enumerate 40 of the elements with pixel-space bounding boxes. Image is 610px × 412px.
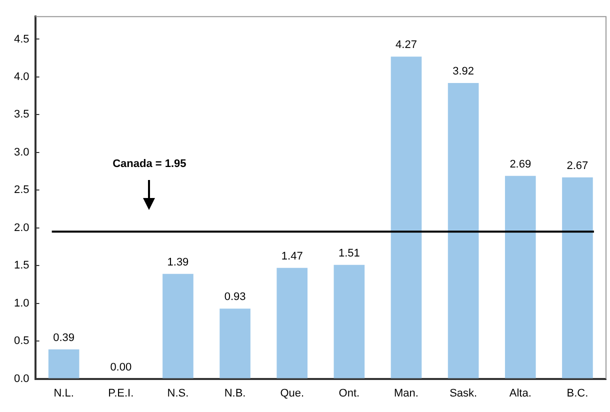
y-tick-label: 0.0 xyxy=(14,372,30,385)
y-tick-label: 2.5 xyxy=(14,184,30,196)
x-tick-label: Que. xyxy=(280,387,304,400)
y-tick-label: 4.0 xyxy=(14,71,30,83)
y-tick-label: 0.5 xyxy=(14,335,30,348)
data-label: 4.27 xyxy=(396,39,417,52)
x-tick-label: N.S. xyxy=(167,387,189,400)
data-label: 1.47 xyxy=(281,250,303,262)
x-tick-label: Alta. xyxy=(509,387,532,400)
bar xyxy=(504,176,536,378)
data-label: 2.69 xyxy=(510,158,532,170)
data-label: 2.67 xyxy=(566,160,588,172)
data-label: 0.00 xyxy=(110,361,132,374)
data-label: 3.92 xyxy=(452,66,474,78)
data-label: 0.39 xyxy=(53,332,75,344)
bar xyxy=(334,264,365,378)
y-tick-label: 1.0 xyxy=(14,297,30,310)
y-tick-label: 3.0 xyxy=(14,146,30,158)
data-label: 1.39 xyxy=(167,256,189,268)
x-tick-label: N.B. xyxy=(224,387,246,400)
y-tick-label: 3.5 xyxy=(14,108,30,121)
x-tick-label: Ont. xyxy=(338,387,360,400)
x-tick-label: B.C. xyxy=(566,387,588,400)
bar xyxy=(448,83,479,378)
bar xyxy=(162,274,194,378)
bar xyxy=(562,177,593,378)
y-tick-label: 4.5 xyxy=(14,33,30,46)
bar xyxy=(276,268,308,378)
ref-line-label: Canada = 1.95 xyxy=(112,158,186,170)
bar xyxy=(390,56,422,378)
x-tick-label: Sask. xyxy=(450,387,478,400)
x-tick-label: N.L. xyxy=(54,387,74,400)
y-tick-label: 2.0 xyxy=(14,222,30,234)
data-label: 0.93 xyxy=(224,291,246,304)
x-tick-label: P.E.I. xyxy=(108,387,134,400)
bar xyxy=(48,349,80,378)
y-tick-label: 1.5 xyxy=(14,260,30,272)
bar xyxy=(220,308,250,378)
data-label: 1.51 xyxy=(338,247,360,260)
x-tick-label: Man. xyxy=(394,387,418,400)
